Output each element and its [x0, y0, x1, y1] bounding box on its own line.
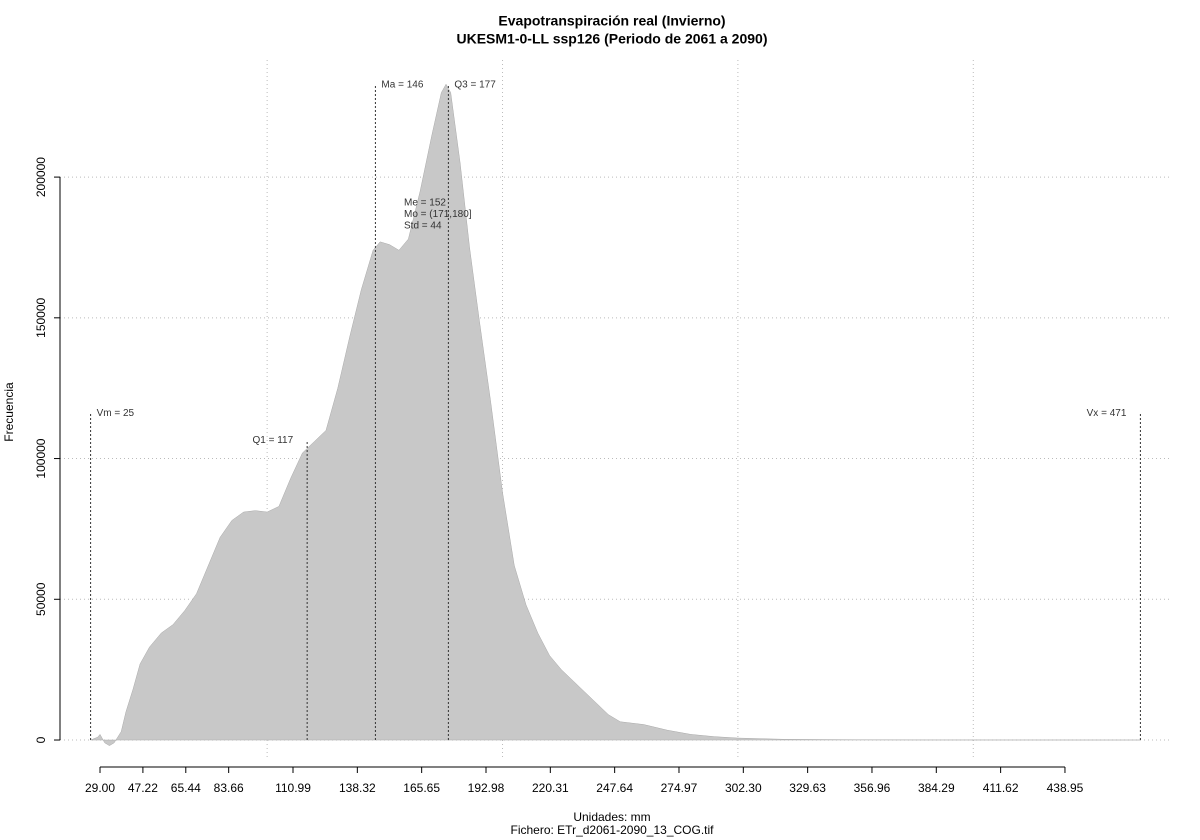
annotation-label: Ma = 146: [381, 80, 423, 91]
x-tick-label: 220.31: [532, 781, 569, 795]
caption: Fichero: ETr_d2061-2090_13_COG.tif: [511, 823, 715, 837]
y-axis-label: Frecuencia: [2, 382, 16, 442]
y-tick-label: 0: [34, 736, 48, 743]
x-tick-label: 110.99: [275, 781, 311, 795]
annotation-label: Q3 = 177: [454, 80, 496, 91]
y-tick-label: 100000: [34, 438, 48, 478]
y-tick-label: 200000: [34, 157, 48, 197]
x-tick-label: 138.32: [339, 781, 376, 795]
x-tick-label: 192.98: [468, 781, 505, 795]
x-tick-label: 411.62: [983, 781, 1019, 795]
x-tick-label: 165.65: [403, 781, 440, 795]
stats-label: Mo = (171,180]: [404, 209, 472, 220]
y-tick-label: 150000: [34, 297, 48, 337]
x-tick-label: 356.96: [854, 781, 891, 795]
stats-label: Std = 44: [404, 221, 442, 232]
density-area: [90, 83, 1141, 746]
y-tick-label: 50000: [34, 582, 48, 616]
x-tick-label: 65.44: [171, 781, 201, 795]
x-tick-label: 29.00: [85, 781, 115, 795]
x-tick-label: 47.22: [128, 781, 158, 795]
annotation-label: Vm = 25: [97, 408, 135, 419]
x-tick-label: 384.29: [918, 781, 955, 795]
annotation-label: Vx = 471: [1087, 408, 1127, 419]
chart-subtitle: UKESM1-0-LL ssp126 (Periodo de 2061 a 20…: [457, 31, 768, 47]
x-tick-label: 83.66: [214, 781, 244, 795]
annotation-label: Q1 = 117: [252, 435, 293, 446]
x-tick-label: 247.64: [596, 781, 633, 795]
x-tick-label: 438.95: [1047, 781, 1084, 795]
chart-title: Evapotranspiración real (Invierno): [498, 13, 725, 29]
stats-label: Me = 152: [404, 198, 446, 209]
x-tick-label: 302.30: [725, 781, 762, 795]
x-axis-label: Unidades: mm: [573, 810, 650, 824]
x-tick-label: 274.97: [661, 781, 698, 795]
x-tick-label: 329.63: [789, 781, 826, 795]
